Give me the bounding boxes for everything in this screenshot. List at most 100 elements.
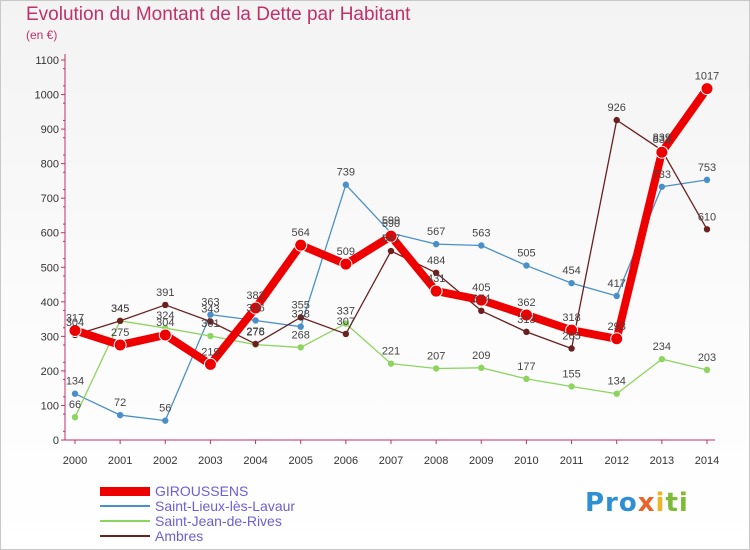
data-label-saint-lieux-l-s-lavaur-2004: 346 bbox=[246, 302, 264, 314]
data-label-saint-lieux-l-s-lavaur-2013: 733 bbox=[653, 169, 671, 181]
y-tick-label-800: 800 bbox=[41, 159, 59, 171]
data-point-ambres-2014 bbox=[703, 226, 711, 233]
data-point-giroussens-2004 bbox=[249, 301, 263, 315]
data-point-giroussens-2014 bbox=[700, 82, 714, 96]
data-label-saint-lieux-l-s-lavaur-2000: 134 bbox=[66, 376, 84, 388]
data-label-giroussens-2013: 833 bbox=[653, 134, 671, 146]
data-point-ambres-2010 bbox=[523, 328, 530, 336]
data-point-giroussens-2001 bbox=[113, 338, 127, 352]
data-point-giroussens-2012 bbox=[610, 332, 624, 346]
x-tick-label-2001: 2001 bbox=[108, 455, 132, 467]
data-point-giroussens-2010 bbox=[519, 308, 533, 322]
data-label-saint-jean-de-rives-2002: 324 bbox=[156, 310, 174, 322]
legend-swatch-giroussens bbox=[100, 487, 150, 496]
x-tick-label-2007: 2007 bbox=[379, 455, 403, 467]
data-point-giroussens-2000 bbox=[68, 323, 82, 337]
y-tick-label-200: 200 bbox=[41, 366, 59, 378]
data-label-saint-lieux-l-s-lavaur-2001: 72 bbox=[114, 397, 126, 409]
data-point-saint-lieux-l-s-lavaur-2006 bbox=[342, 181, 350, 188]
x-tick-label-2009: 2009 bbox=[469, 455, 493, 467]
data-point-saint-jean-de-rives-2005 bbox=[297, 344, 304, 351]
data-point-saint-jean-de-rives-2013 bbox=[658, 355, 666, 363]
data-label-saint-jean-de-rives-2005: 268 bbox=[292, 329, 310, 341]
data-label-saint-lieux-l-s-lavaur-2010: 505 bbox=[517, 248, 535, 260]
data-point-ambres-2007 bbox=[387, 247, 395, 255]
x-tick-label-2002: 2002 bbox=[153, 455, 177, 467]
data-label-giroussens-2010: 362 bbox=[517, 297, 535, 309]
data-point-saint-jean-de-rives-2011 bbox=[568, 383, 575, 390]
data-point-ambres-2005 bbox=[297, 314, 304, 321]
data-label-giroussens-2000: 317 bbox=[66, 312, 84, 324]
data-label-ambres-2014: 610 bbox=[698, 211, 716, 223]
data-point-saint-jean-de-rives-2014 bbox=[703, 366, 711, 374]
data-point-giroussens-2008 bbox=[429, 284, 443, 298]
data-point-saint-lieux-l-s-lavaur-2010 bbox=[523, 262, 530, 269]
y-tick-label-600: 600 bbox=[41, 228, 59, 240]
y-axis-unit: (en €) bbox=[26, 28, 58, 42]
data-label-ambres-2007: 547 bbox=[382, 233, 400, 245]
y-tick-label-1000: 1000 bbox=[35, 90, 59, 102]
data-label-ambres-2000: 304 bbox=[66, 317, 84, 329]
x-tick-label-2006: 2006 bbox=[334, 455, 358, 467]
data-label-saint-jean-de-rives-2011: 155 bbox=[562, 368, 580, 380]
data-label-giroussens-2005: 564 bbox=[292, 227, 310, 239]
data-point-saint-jean-de-rives-2003 bbox=[207, 332, 214, 340]
data-label-saint-lieux-l-s-lavaur-2014: 753 bbox=[698, 162, 716, 174]
legend-label-saint-jean-de-rives: Saint-Jean-de-Rives bbox=[155, 513, 282, 529]
data-label-saint-jean-de-rives-2001: 345 bbox=[111, 303, 129, 315]
data-label-saint-lieux-l-s-lavaur-2012: 417 bbox=[608, 278, 626, 290]
data-label-ambres-2005: 355 bbox=[292, 299, 310, 311]
data-label-ambres-2011: 265 bbox=[562, 330, 580, 342]
data-point-saint-jean-de-rives-2000 bbox=[71, 414, 79, 421]
data-label-saint-jean-de-rives-2013: 234 bbox=[653, 341, 671, 353]
data-label-saint-jean-de-rives-2004: 276 bbox=[246, 327, 264, 339]
x-tick-label-2000: 2000 bbox=[63, 455, 87, 467]
data-label-saint-jean-de-rives-2003: 301 bbox=[201, 318, 219, 330]
data-label-giroussens-2014: 1017 bbox=[695, 71, 719, 83]
y-tick-label-300: 300 bbox=[41, 331, 59, 343]
legend-label-giroussens: GIROUSSENS bbox=[155, 483, 249, 499]
data-point-saint-lieux-l-s-lavaur-2014 bbox=[703, 176, 711, 184]
data-label-giroussens-2001: 275 bbox=[111, 327, 129, 339]
logo-part-0: Pro bbox=[585, 488, 638, 518]
data-point-saint-lieux-l-s-lavaur-2002 bbox=[162, 417, 169, 424]
x-tick-label-2012: 2012 bbox=[604, 455, 628, 467]
logo-part-1: x bbox=[637, 488, 656, 518]
data-label-giroussens-2011: 318 bbox=[562, 312, 580, 324]
logo-part-3: ti bbox=[665, 488, 689, 518]
data-label-saint-jean-de-rives-2006: 337 bbox=[337, 306, 355, 318]
legend-label-saint-lieux-l-s-lavaur: Saint-Lieux-lès-Lavaur bbox=[155, 498, 296, 514]
y-tick-label-900: 900 bbox=[41, 124, 59, 136]
data-label-ambres-2001: 345 bbox=[111, 303, 129, 315]
data-point-ambres-2001 bbox=[116, 317, 124, 325]
data-label-ambres-2012: 926 bbox=[608, 102, 626, 114]
data-label-ambres-2013: 839 bbox=[653, 132, 671, 144]
y-tick-label-400: 400 bbox=[41, 297, 59, 309]
data-point-saint-lieux-l-s-lavaur-2004 bbox=[252, 317, 259, 324]
data-label-giroussens-2002: 304 bbox=[156, 317, 174, 329]
data-point-saint-lieux-l-s-lavaur-2001 bbox=[116, 411, 124, 419]
data-label-giroussens-2009: 405 bbox=[472, 282, 490, 294]
x-tick-label-2003: 2003 bbox=[198, 455, 222, 467]
legend-label-ambres: Ambres bbox=[155, 528, 204, 544]
legend-swatch-ambres bbox=[100, 535, 150, 537]
data-label-ambres-2006: 307 bbox=[337, 316, 355, 328]
data-point-ambres-2004 bbox=[252, 340, 259, 348]
data-point-giroussens-2005 bbox=[294, 238, 308, 252]
data-point-saint-lieux-l-s-lavaur-2008 bbox=[432, 240, 440, 248]
x-tick-label-2014: 2014 bbox=[695, 455, 719, 467]
data-label-saint-jean-de-rives-2000: 66 bbox=[69, 399, 81, 411]
data-point-giroussens-2003 bbox=[203, 357, 217, 371]
data-label-giroussens-2003: 219 bbox=[201, 346, 219, 358]
data-point-giroussens-2006 bbox=[339, 257, 353, 271]
data-label-saint-lieux-l-s-lavaur-2002: 56 bbox=[159, 403, 171, 415]
data-point-ambres-2002 bbox=[162, 301, 169, 309]
legend-swatch-saint-lieux-l-s-lavaur bbox=[100, 505, 150, 507]
x-tick-label-2013: 2013 bbox=[650, 455, 674, 467]
data-point-ambres-2011 bbox=[568, 345, 575, 352]
x-tick-label-2005: 2005 bbox=[288, 455, 312, 467]
data-label-ambres-2002: 391 bbox=[156, 287, 174, 299]
x-tick-label-2010: 2010 bbox=[514, 455, 538, 467]
logo-part-2: i bbox=[655, 488, 666, 518]
data-point-saint-lieux-l-s-lavaur-2013 bbox=[658, 183, 666, 190]
